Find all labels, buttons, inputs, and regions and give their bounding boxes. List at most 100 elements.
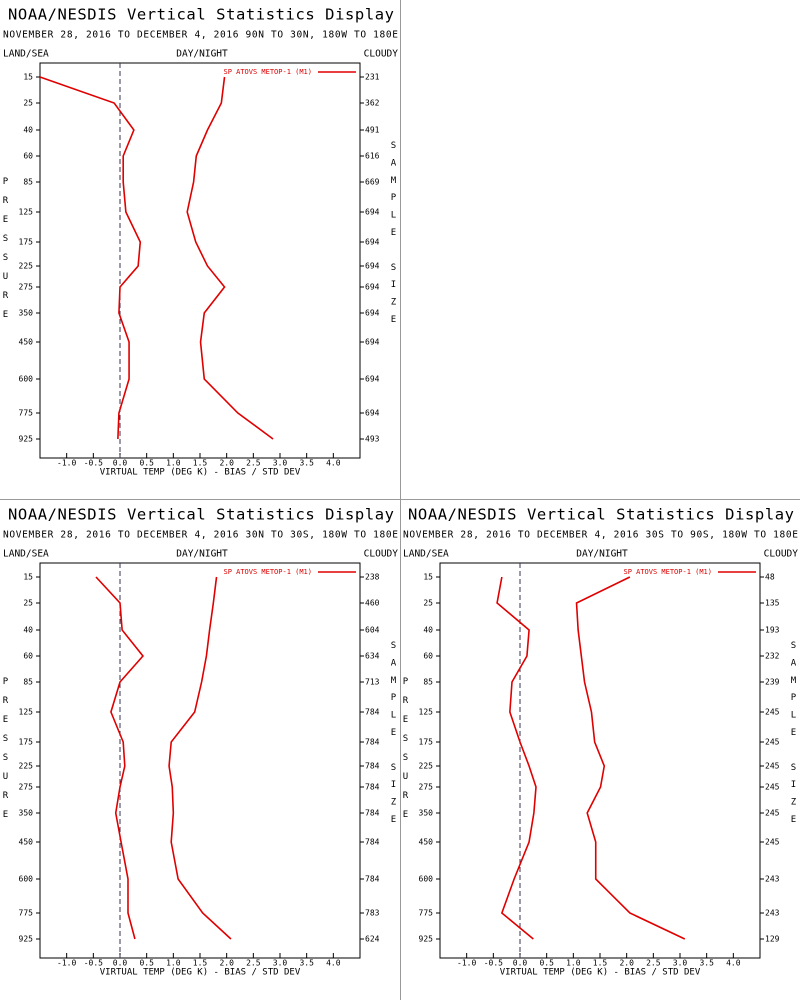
- sample-size-label: 784: [365, 875, 380, 884]
- sample-size-label: 783: [365, 909, 380, 918]
- y-tick-label: 350: [419, 809, 434, 818]
- y-tick-label: 40: [23, 626, 33, 635]
- x-tick-label: 3.5: [299, 959, 314, 968]
- x-tick-label: -1.0: [57, 459, 76, 468]
- y-tick-label: 925: [19, 935, 34, 944]
- y-tick-label: 225: [19, 262, 34, 271]
- sample-size-label: 694: [365, 375, 380, 384]
- x-label: VIRTUAL TEMP (DEG K) - BIAS / STD DEV: [500, 968, 701, 978]
- x-tick-label: 2.0: [219, 959, 234, 968]
- x-tick-label: 0.5: [539, 959, 554, 968]
- y-tick-label: 775: [19, 909, 34, 918]
- left-header: LAND/SEA: [3, 49, 49, 60]
- sample-size-label: 245: [765, 708, 780, 717]
- x-tick-label: 4.0: [726, 959, 741, 968]
- sample-size-label: 694: [365, 309, 380, 318]
- y-tick-label: 275: [19, 283, 34, 292]
- y-tick-label: 40: [23, 126, 33, 135]
- sample-size-label: 713: [365, 678, 380, 687]
- x-tick-label: 3.0: [273, 959, 288, 968]
- sample-size-label: 784: [365, 762, 380, 771]
- legend-label: SP ATOVS METOP-1 (M1): [223, 568, 312, 576]
- subtitle: NOVEMBER 28, 2016 TO DECEMBER 4, 2016 30…: [403, 530, 798, 541]
- y-tick-label: 775: [19, 409, 34, 418]
- x-tick-label: 1.5: [193, 459, 208, 468]
- y-tick-label: 85: [423, 678, 433, 687]
- x-tick-label: 1.0: [166, 459, 181, 468]
- sample-size-label: 245: [765, 838, 780, 847]
- sample-size-label: 193: [765, 626, 780, 635]
- sample-size-label: 694: [365, 409, 380, 418]
- x-tick-label: 2.5: [246, 459, 261, 468]
- y-tick-label: 925: [19, 435, 34, 444]
- sample-size-label: 239: [765, 678, 780, 687]
- sample-size-label: 135: [765, 599, 780, 608]
- y-tick-label: 600: [19, 375, 34, 384]
- y-tick-label: 175: [419, 738, 434, 747]
- y-tick-label: 450: [419, 838, 434, 847]
- panel: NOAA/NESDIS Vertical Statistics Display N…: [1, 506, 399, 978]
- right-header: CLOUDY: [364, 549, 399, 560]
- x-tick-label: 0.5: [139, 459, 154, 468]
- y2-label: SAMPLE SIZE: [789, 641, 799, 832]
- y-tick-label: 125: [419, 708, 434, 717]
- x-tick-label: 4.0: [326, 459, 341, 468]
- y-tick-label: 225: [419, 762, 434, 771]
- y-tick-label: 15: [23, 573, 33, 582]
- y-tick-label: 600: [419, 875, 434, 884]
- sample-size-label: 232: [765, 652, 780, 661]
- sample-size-label: 784: [365, 838, 380, 847]
- center-header: DAY/NIGHT: [576, 549, 628, 560]
- y-tick-label: 450: [19, 838, 34, 847]
- x-tick-label: 2.5: [646, 959, 661, 968]
- sample-size-label: 634: [365, 652, 380, 661]
- sample-size-label: 624: [365, 935, 380, 944]
- center-header: DAY/NIGHT: [176, 49, 228, 60]
- y-tick-label: 925: [419, 935, 434, 944]
- sample-size-label: 460: [365, 599, 380, 608]
- sample-size-label: 784: [365, 708, 380, 717]
- x-tick-label: 2.0: [219, 459, 234, 468]
- sample-size-label: 491: [365, 126, 380, 135]
- x-tick-label: 3.5: [699, 959, 714, 968]
- sample-size-label: 604: [365, 626, 380, 635]
- y-tick-label: 125: [19, 208, 34, 217]
- bias-line: [95, 576, 144, 940]
- sample-size-label: 243: [765, 909, 780, 918]
- y-tick-label: 60: [23, 652, 33, 661]
- y-tick-label: 450: [19, 338, 34, 347]
- x-tick-label: 3.0: [673, 959, 688, 968]
- sample-size-label: 784: [365, 738, 380, 747]
- sample-size-label: 238: [365, 573, 380, 582]
- sample-size-label: 616: [365, 152, 380, 161]
- y-tick-label: 350: [19, 809, 34, 818]
- x-tick-label: 1.5: [193, 959, 208, 968]
- y-tick-label: 350: [19, 309, 34, 318]
- x-tick-label: 0.0: [113, 459, 128, 468]
- sample-size-label: 694: [365, 208, 380, 217]
- sample-size-label: 129: [765, 935, 780, 944]
- sample-size-label: 245: [765, 809, 780, 818]
- y-tick-label: 25: [423, 599, 433, 608]
- x-tick-label: -0.5: [84, 959, 103, 968]
- right-header: CLOUDY: [764, 549, 799, 560]
- sample-size-label: 694: [365, 238, 380, 247]
- std-dev-line: [168, 576, 232, 940]
- center-header: DAY/NIGHT: [176, 549, 228, 560]
- x-tick-label: 3.0: [273, 459, 288, 468]
- sample-size-label: 245: [765, 738, 780, 747]
- y-tick-label: 85: [23, 678, 33, 687]
- y-tick-label: 175: [19, 738, 34, 747]
- left-header: LAND/SEA: [403, 549, 449, 560]
- y-tick-label: 175: [19, 238, 34, 247]
- x-tick-label: -0.5: [484, 959, 503, 968]
- title: NOAA/NESDIS Vertical Statistics Display: [408, 506, 794, 524]
- title: NOAA/NESDIS Vertical Statistics Display: [8, 506, 394, 524]
- x-label: VIRTUAL TEMP (DEG K) - BIAS / STD DEV: [100, 468, 301, 478]
- sample-size-label: 694: [365, 262, 380, 271]
- sample-size-label: 694: [365, 338, 380, 347]
- y-tick-label: 25: [23, 599, 33, 608]
- sample-size-label: 231: [365, 73, 380, 82]
- sample-size-label: 784: [365, 809, 380, 818]
